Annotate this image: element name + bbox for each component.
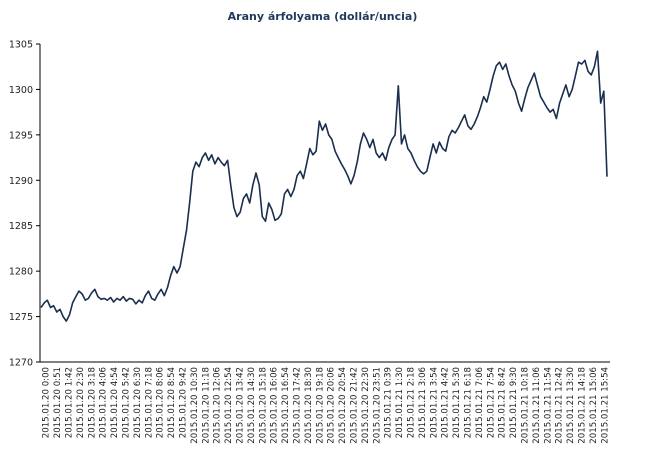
x-tick-label: 2015.01.21 7:06 [475,367,485,438]
x-tick-label: 2015.01.21 15:06 [589,367,599,444]
x-tick-label: 2015.01.21 11:06 [532,367,542,444]
y-tick-label: 1275 [9,312,33,323]
chart-title: Arany árfolyama (dollár/uncia) [227,10,418,23]
x-tick-label: 2015.01.20 3:18 [87,367,97,438]
x-tick-label: 2015.01.21 14:18 [578,367,588,444]
x-tick-label: 2015.01.20 21:42 [350,367,360,444]
x-tick-label: 2015.01.20 0:51 [53,367,63,438]
x-tick-label: 2015.01.20 18:30 [304,367,314,444]
x-tick-label: 2015.01.20 1:42 [65,367,75,438]
x-tick-label: 2015.01.21 8:42 [498,367,508,438]
x-tick-label: 2015.01.21 5:30 [452,367,462,438]
y-tick-label: 1300 [9,85,33,96]
y-tick-label: 1295 [9,130,33,141]
x-tick-label: 2015.01.20 7:18 [144,367,154,438]
x-tick-label: 2015.01.20 16:06 [270,367,280,444]
x-tick-label: 2015.01.20 12:54 [224,367,234,444]
x-tick-label: 2015.01.20 4:54 [110,367,120,438]
x-tick-label: 2015.01.20 23:51 [372,367,382,444]
x-tick-label: 2015.01.21 3:06 [418,367,428,438]
x-tick-label: 2015.01.20 6:30 [133,367,143,438]
x-tick-label: 2015.01.20 9:42 [179,367,189,438]
x-tick-label: 2015.01.20 11:18 [201,367,211,444]
x-tick-label: 2015.01.20 8:06 [156,367,166,438]
x-tick-label: 2015.01.20 14:30 [247,367,257,444]
x-tick-label: 2015.01.20 20:54 [338,367,348,444]
x-tick-label: 2015.01.20 5:42 [122,367,132,438]
x-tick-label: 2015.01.21 12:42 [555,367,565,444]
x-tick-label: 2015.01.21 1:30 [395,367,405,438]
x-tick-label: 2015.01.20 22:30 [361,367,371,444]
x-tick-label: 2015.01.20 10:30 [190,367,200,444]
x-tick-label: 2015.01.20 8:54 [167,367,177,438]
y-tick-label: 1280 [9,267,33,278]
x-ticks: 2015.01.20 0:00 2015.01.20 0:51 2015.01.20… [42,367,611,444]
x-tick-label: 2015.01.21 4:42 [441,367,451,438]
x-tick-label: 2015.01.21 15:54 [600,367,610,444]
y-ticks: 1270 1275 1280 1285 1290 1295 1300 1305 [9,40,40,369]
x-tick-label: 2015.01.20 20:06 [327,367,337,444]
x-tick-label: 2015.01.21 11:54 [543,367,553,444]
x-tick-label: 2015.01.20 0:00 [42,367,52,438]
x-tick-label: 2015.01.20 4:06 [99,367,109,438]
x-tick-label: 2015.01.21 7:54 [486,367,496,438]
x-tick-label: 2015.01.21 0:39 [384,367,394,438]
x-tick-label: 2015.01.21 3:54 [429,367,439,438]
x-tick-label: 2015.01.20 13:42 [236,367,246,444]
y-tick-label: 1285 [9,221,33,232]
x-tick-label: 2015.01.21 2:18 [407,367,417,438]
x-tick-label: 2015.01.20 12:06 [213,367,223,444]
series-line [40,50,608,322]
x-tick-label: 2015.01.20 19:18 [315,367,325,444]
x-tick-label: 2015.01.20 15:18 [258,367,268,444]
y-tick-label: 1290 [9,176,33,187]
x-tick-label: 2015.01.21 6:18 [464,367,474,438]
x-tick-label: 2015.01.21 9:30 [509,367,519,438]
x-tick-label: 2015.01.20 17:42 [293,367,303,444]
x-tick-label: 2015.01.20 2:30 [76,367,86,438]
x-tick-label: 2015.01.21 10:18 [521,367,531,444]
y-tick-label: 1305 [9,40,33,51]
y-tick-label: 1270 [9,358,33,369]
x-tick-label: 2015.01.21 13:30 [566,367,576,444]
x-tick-label: 2015.01.20 16:54 [281,367,291,444]
